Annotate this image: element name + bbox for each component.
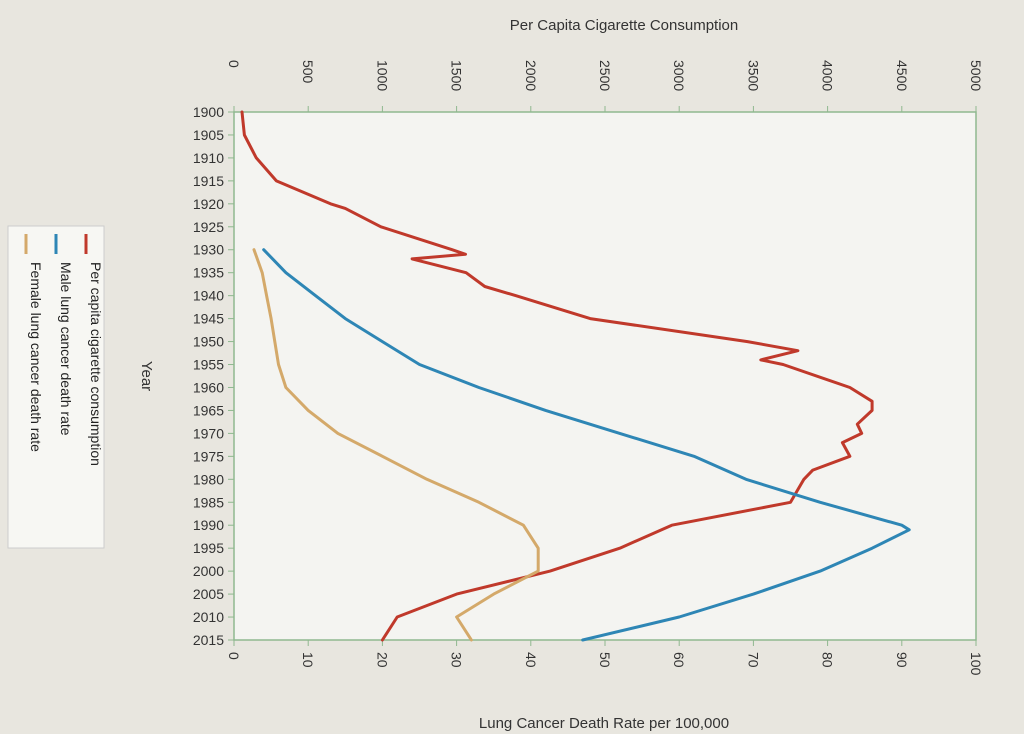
year-tick-label: 1925 (193, 219, 224, 235)
top-tick-label: 1000 (374, 60, 390, 91)
year-tick-label: 1945 (193, 311, 224, 327)
plot-area (233, 111, 977, 641)
series-line-2 (262, 248, 911, 642)
bottom-tick-label: 90 (894, 652, 910, 668)
year-tick-label: 1980 (193, 471, 224, 487)
bottom-tick-label: 0 (226, 652, 242, 660)
year-tick-label: 1960 (193, 379, 224, 395)
year-tick-label: 1955 (193, 357, 224, 373)
bottom-tick-label: 10 (300, 652, 316, 668)
bottom-tick-label: 20 (374, 652, 390, 668)
top-tick-label: 500 (300, 60, 316, 84)
year-tick-label: 1965 (193, 402, 224, 418)
top-tick-label: 3500 (745, 60, 761, 91)
top-axis-title: Per Capita Cigarette Consumption (510, 17, 738, 34)
year-tick-label: 1910 (193, 150, 224, 166)
year-tick-label: 2005 (193, 586, 224, 602)
series-layer (240, 110, 911, 642)
axes: 1900 1905 1910 1915 1920 1925 1930 1935 1940 1945… (193, 60, 984, 676)
top-tick-label: 0 (226, 60, 242, 68)
bottom-tick-label: 60 (671, 652, 687, 668)
series-line-3 (252, 248, 540, 642)
year-tick-label: 1915 (193, 173, 224, 189)
series-line-1 (240, 110, 874, 642)
top-tick-label: 1500 (449, 60, 465, 91)
top-tick-label: 4500 (894, 60, 910, 91)
year-tick-label: 1990 (193, 517, 224, 533)
bottom-tick-label: 30 (449, 652, 465, 668)
bottom-axis-title: Lung Cancer Death Rate per 100,000 (479, 715, 729, 732)
top-tick-label: 2500 (597, 60, 613, 91)
legend-label: Per capita cigarette consumption (88, 262, 104, 466)
year-tick-label: 1935 (193, 265, 224, 281)
x-axis-title: Year (138, 361, 155, 391)
top-tick-label: 3000 (671, 60, 687, 91)
year-tick-label: 1900 (193, 104, 224, 120)
bottom-tick-label: 40 (523, 652, 539, 668)
year-tick-label: 1985 (193, 494, 224, 510)
year-tick-label: 1930 (193, 242, 224, 258)
year-tick-label: 1940 (193, 288, 224, 304)
year-tick-label: 1995 (193, 540, 224, 556)
year-tick-label: 2015 (193, 632, 224, 648)
top-tick-label: 5000 (968, 60, 984, 91)
year-tick-label: 1905 (193, 127, 224, 143)
legend-box (7, 225, 105, 549)
year-tick-label: 1950 (193, 334, 224, 350)
legend: Per capita cigarette consumption Male lun… (7, 225, 105, 549)
legend-label: Female lung cancer death rate (28, 262, 44, 452)
bottom-tick-label: 70 (745, 652, 761, 668)
year-tick-label: 1970 (193, 425, 224, 441)
year-tick-label: 2010 (193, 609, 224, 625)
year-tick-label: 2000 (193, 563, 224, 579)
year-tick-label: 1975 (193, 448, 224, 464)
bottom-tick-label: 100 (968, 652, 984, 676)
top-tick-label: 2000 (523, 60, 539, 91)
legend-label: Male lung cancer death rate (58, 262, 74, 436)
year-tick-label: 1920 (193, 196, 224, 212)
bottom-tick-label: 50 (597, 652, 613, 668)
top-tick-label: 4000 (820, 60, 836, 91)
bottom-tick-label: 80 (820, 652, 836, 668)
